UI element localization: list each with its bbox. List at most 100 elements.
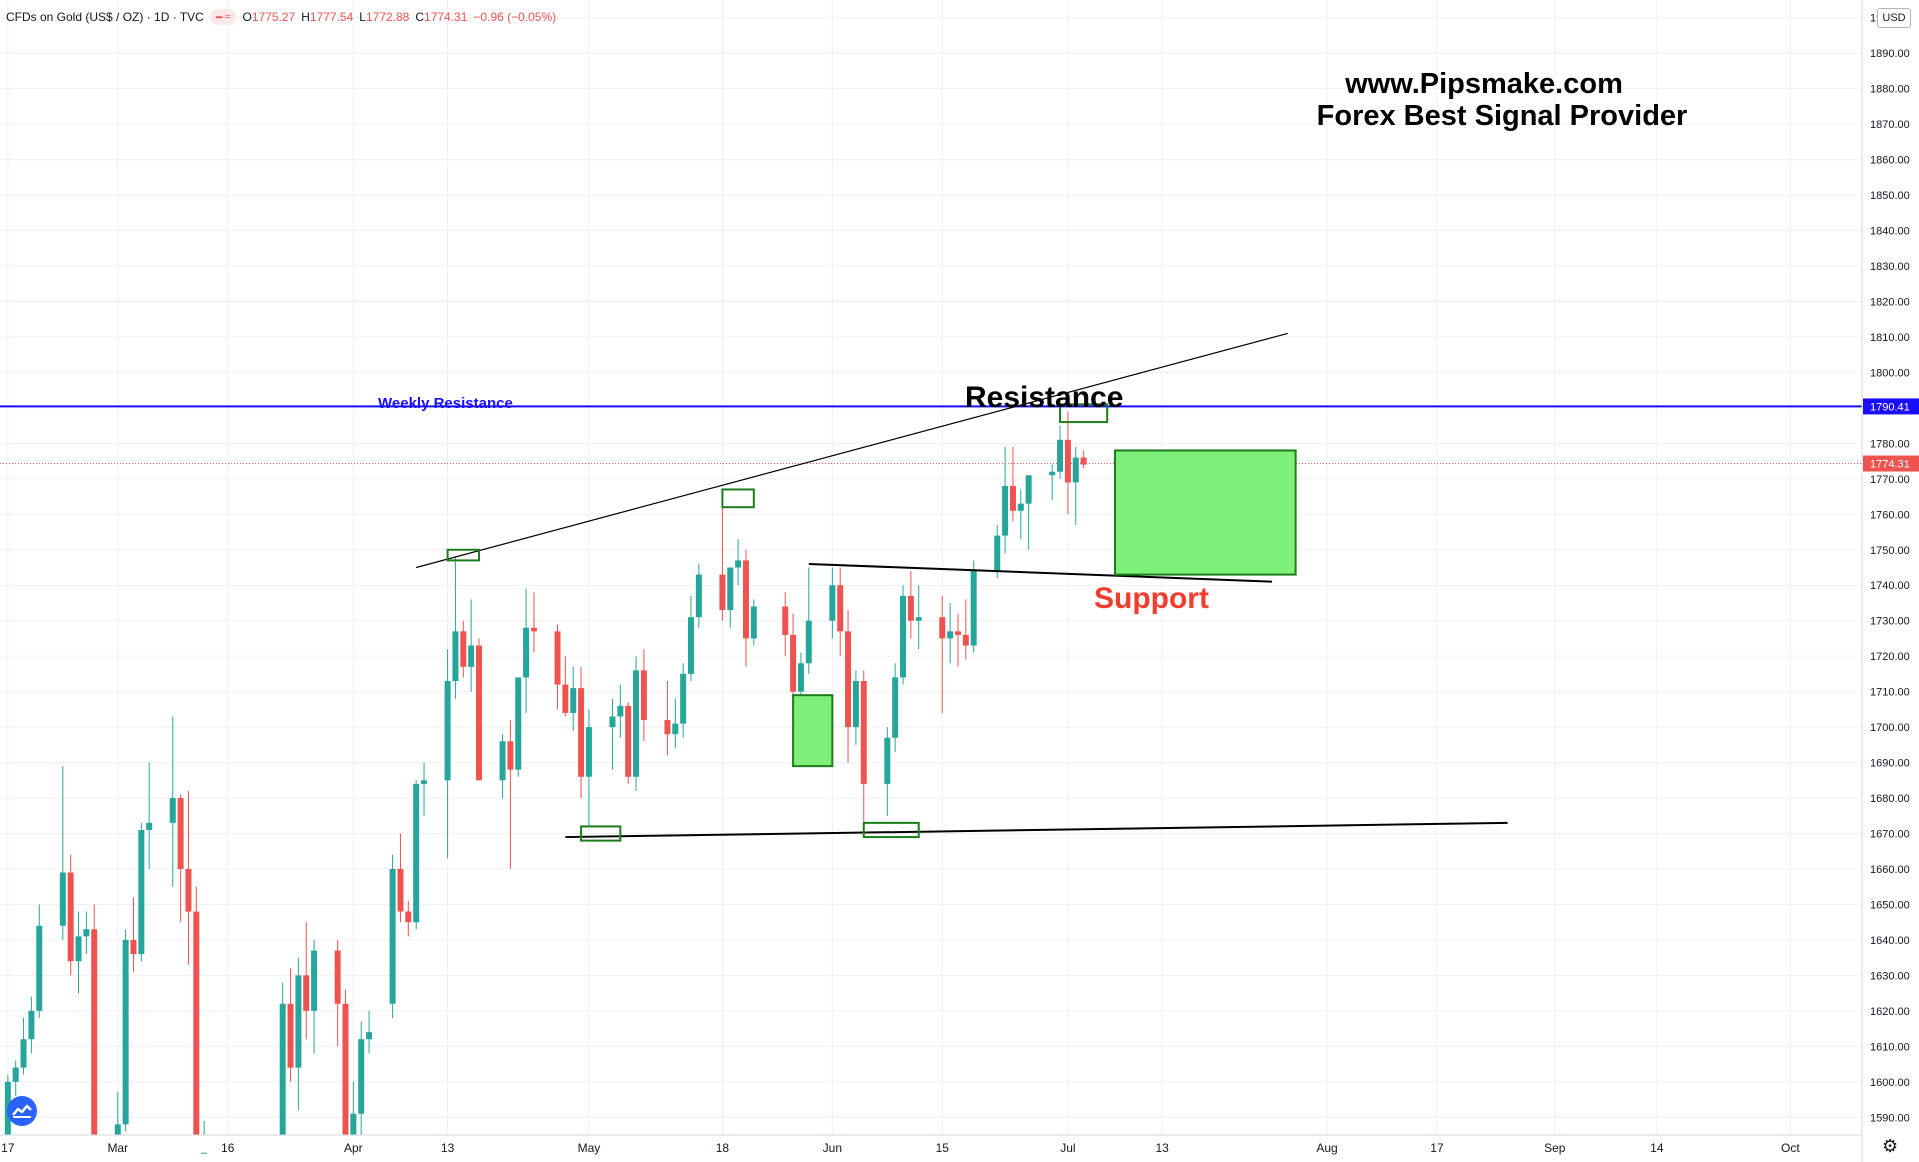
- y-tick-label: 1880.00: [1870, 84, 1910, 96]
- candle-body: [67, 872, 74, 962]
- ohlc-close: C1774.31: [415, 10, 468, 24]
- candle-body: [405, 911, 412, 923]
- indicator-toggle[interactable]: ━ ≈: [209, 9, 237, 25]
- candle-body: [122, 939, 129, 1125]
- resistance-price-tag: 1790.41: [1870, 401, 1910, 413]
- candle-body: [578, 688, 585, 777]
- x-tick-label: Jul: [1060, 1141, 1075, 1155]
- candle-body: [444, 681, 451, 781]
- y-tick-label: 1770.00: [1870, 474, 1910, 486]
- y-tick-label: 1600.00: [1870, 1077, 1910, 1089]
- candle-body: [962, 634, 969, 646]
- watermark-line1: www.Pipsmake.com: [1344, 68, 1623, 100]
- candle-body: [892, 677, 899, 738]
- candle-body: [742, 560, 749, 639]
- y-tick-label: 1820.00: [1870, 296, 1910, 308]
- candle-body: [389, 868, 396, 1004]
- x-tick-label: 16: [221, 1141, 235, 1155]
- candle-body: [915, 617, 922, 621]
- candle-body: [837, 585, 844, 632]
- candle-body: [366, 1032, 373, 1040]
- candle-body: [287, 1003, 294, 1068]
- y-tick-label: 1730.00: [1870, 616, 1910, 628]
- candle-body: [311, 950, 318, 1011]
- candle-body: [28, 1010, 35, 1040]
- x-tick-label: 14: [1650, 1141, 1664, 1155]
- candle-body: [12, 1067, 19, 1082]
- chart-grid: [0, 0, 1861, 1135]
- candle-body: [695, 574, 702, 618]
- candle-body: [177, 798, 184, 869]
- symbol-title[interactable]: CFDs on Gold (US$ / OZ) · 1D · TVC: [6, 10, 204, 24]
- y-tick-label: 1860.00: [1870, 155, 1910, 167]
- candle-body: [640, 670, 647, 721]
- candle-body: [138, 829, 145, 955]
- candle-body: [617, 705, 624, 717]
- candle-body: [688, 617, 695, 674]
- candle-body: [59, 872, 66, 926]
- candle-body: [727, 567, 734, 611]
- candle-body: [452, 631, 459, 681]
- y-tick-label: 1690.00: [1870, 758, 1910, 770]
- candle-body: [75, 936, 82, 962]
- candle-body: [782, 606, 789, 635]
- currency-button[interactable]: USD: [1877, 8, 1911, 28]
- x-tick-label: 13: [1155, 1141, 1169, 1155]
- y-tick-label: 1840.00: [1870, 226, 1910, 238]
- trend-line-2: [808, 562, 1273, 583]
- candle-body: [20, 1039, 27, 1068]
- y-tick-label: 1850.00: [1870, 190, 1910, 202]
- candle-body: [939, 617, 946, 639]
- y-tick-label: 1800.00: [1870, 367, 1910, 379]
- candle-body: [421, 780, 428, 784]
- candle-body: [1080, 457, 1087, 465]
- candle-body: [515, 677, 522, 770]
- candle-body: [1009, 485, 1016, 511]
- touch-box: [1059, 403, 1109, 424]
- settings-gear-icon[interactable]: ⚙: [1882, 1136, 1899, 1156]
- candle-body: [852, 681, 859, 728]
- x-tick-label: 13: [441, 1141, 455, 1155]
- candle-body: [91, 929, 98, 1135]
- candle-body: [735, 560, 742, 568]
- y-tick-label: 1710.00: [1870, 687, 1910, 699]
- y-tick-label: 1630.00: [1870, 970, 1910, 982]
- candle-body: [1057, 439, 1064, 472]
- price-change: −0.96 (−0.05%): [473, 10, 557, 24]
- candle-body: [83, 929, 90, 937]
- tradingview-logo[interactable]: [7, 1096, 37, 1126]
- x-tick-label: 15: [936, 1141, 950, 1155]
- y-tick-label: 1680.00: [1870, 793, 1910, 805]
- candle-body: [334, 950, 341, 1004]
- candle-body: [947, 631, 954, 639]
- candle-body: [201, 1152, 208, 1154]
- candle-body: [829, 585, 836, 621]
- candle-body: [350, 1113, 357, 1135]
- candle-body: [719, 574, 726, 611]
- y-tick-label: 1700.00: [1870, 722, 1910, 734]
- y-tick-label: 1620.00: [1870, 1006, 1910, 1018]
- candle-body: [860, 681, 867, 784]
- candle-body: [1064, 439, 1071, 483]
- logo-icon: [12, 1104, 32, 1118]
- weekly-resistance-label: Weekly Resistance: [378, 395, 513, 412]
- candle-body: [169, 798, 176, 823]
- watermark-line2: Forex Best Signal Provider: [1317, 100, 1688, 132]
- candle-body: [907, 595, 914, 621]
- drawings-over: [0, 332, 1862, 842]
- trend-line-3: [565, 821, 1508, 839]
- resistance-label: Resistance: [965, 381, 1123, 414]
- last-price-tag: 1774.31: [1870, 459, 1910, 471]
- x-tick-label: 17: [1, 1141, 15, 1155]
- x-tick-label: Aug: [1316, 1141, 1337, 1155]
- y-tick-label: 1670.00: [1870, 829, 1910, 841]
- candle-body: [954, 631, 961, 635]
- candle-body: [499, 741, 506, 781]
- candle-body: [507, 741, 514, 770]
- candle-body: [36, 925, 43, 1011]
- y-tick-label: 1870.00: [1870, 119, 1910, 131]
- y-tick-label: 1750.00: [1870, 545, 1910, 557]
- candle-body: [279, 1003, 286, 1135]
